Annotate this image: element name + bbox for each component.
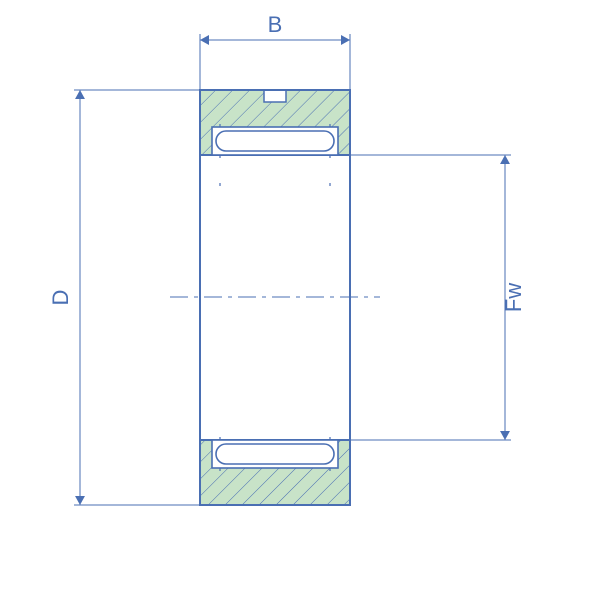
top-notch [264,90,286,102]
label-width: B [268,12,283,37]
label-outer-diameter: D [48,290,73,306]
roller-top [216,131,334,151]
roller-bottom [216,444,334,464]
label-inner-diameter: Fw [501,283,526,312]
